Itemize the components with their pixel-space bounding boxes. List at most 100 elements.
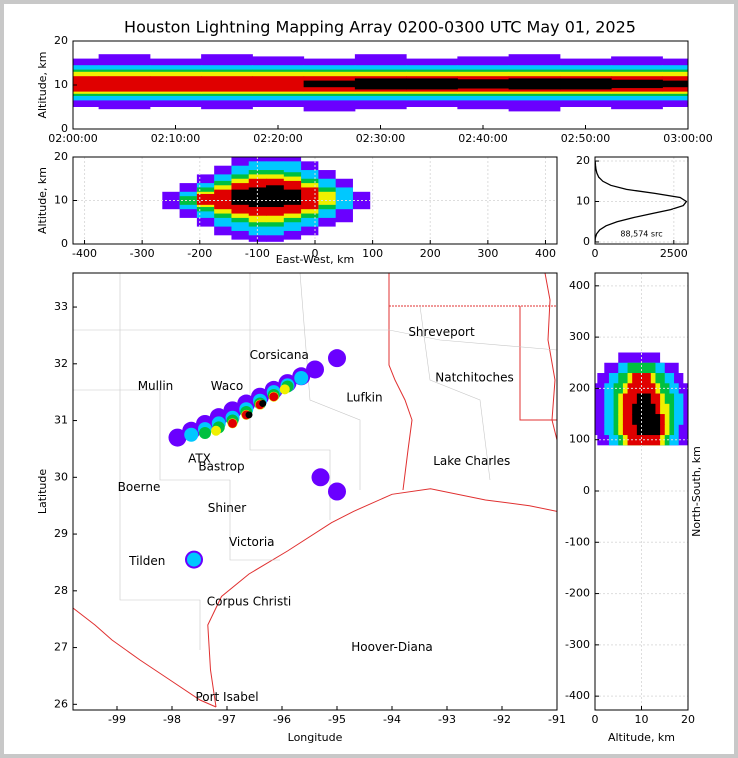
map-borders xyxy=(73,273,557,708)
x-tick-label: 200 xyxy=(420,247,441,260)
density-band xyxy=(559,78,612,90)
x-tick-label: 0 xyxy=(592,713,599,726)
density-band xyxy=(636,393,651,405)
panel: -400 -300 -200 -100 0 100 200 300 400 0 10 20 East-W… xyxy=(36,150,558,266)
city-label: Mullin xyxy=(138,379,174,393)
density-band xyxy=(303,80,356,88)
profile-line xyxy=(595,160,688,243)
x-tick-label: 300 xyxy=(477,247,498,260)
river-border xyxy=(544,273,557,441)
density-band xyxy=(618,352,661,364)
panel: -99 -98 -97 -96 -95 -94 -93 -92 -91 26 27 28 29 30 31 3… xyxy=(36,272,566,744)
x-tick-label: 02:20:00 xyxy=(253,132,302,145)
density-band xyxy=(335,187,353,210)
county-lines xyxy=(419,305,491,481)
y-tick-label: 10 xyxy=(54,78,68,91)
city-label: Shiner xyxy=(208,501,247,515)
y-tick-label: 20 xyxy=(54,150,68,163)
city-label: ATX xyxy=(188,452,211,466)
x-tick-label: -98 xyxy=(163,713,181,726)
lightning-source xyxy=(259,400,267,408)
density-band xyxy=(627,362,656,374)
x-tick-label: 02:30:00 xyxy=(356,132,405,145)
y-tick-label: 200 xyxy=(569,381,590,394)
state-border xyxy=(519,306,557,421)
y-tick-label: -400 xyxy=(565,689,590,702)
axes-frame xyxy=(594,156,689,245)
plot-area xyxy=(595,160,688,243)
panel: 0 2500 0 10 20 88,574 src xyxy=(576,154,689,260)
y-tick-label: 29 xyxy=(54,527,68,540)
x-tick-label: -91 xyxy=(548,713,566,726)
lightning-source xyxy=(228,418,237,428)
y-tick-label: 32 xyxy=(54,357,68,370)
density-band xyxy=(201,76,253,92)
city-label: Port Isabel xyxy=(195,690,258,704)
density-band xyxy=(252,76,305,92)
lightning-source xyxy=(245,411,253,419)
density-band xyxy=(179,196,198,205)
plot-area xyxy=(73,54,688,112)
y-tick-label: 28 xyxy=(54,584,68,597)
x-axis-label: East-West, km xyxy=(276,253,354,266)
density-band xyxy=(508,78,561,90)
county-lines xyxy=(73,389,280,561)
density-band xyxy=(632,403,656,415)
density-band xyxy=(632,414,661,425)
x-tick-label: 02:40:00 xyxy=(458,132,507,145)
plot-area xyxy=(162,157,371,242)
density-band xyxy=(196,193,215,205)
county-lines xyxy=(73,329,557,351)
y-tick-label: 26 xyxy=(54,697,68,710)
x-tick-label: -97 xyxy=(218,713,236,726)
county-lines xyxy=(249,273,331,520)
x-tick-label: 2500 xyxy=(660,247,688,260)
density-band xyxy=(73,76,100,92)
panel: 02:00:00 02:10:00 02:20:00 02:30:00 02:40:00… xyxy=(36,34,713,145)
y-tick-label: 27 xyxy=(54,641,68,654)
city-label: Corsicana xyxy=(250,348,309,362)
x-tick-label: -93 xyxy=(438,713,456,726)
lightning-source xyxy=(199,427,211,440)
county-lines xyxy=(119,273,201,650)
figure-title: Houston Lightning Mapping Array 0200-030… xyxy=(124,18,636,37)
y-tick-label: 20 xyxy=(576,154,590,167)
city-label: Corpus Christi xyxy=(207,595,292,609)
axes-frame xyxy=(594,272,689,711)
x-tick-label: -96 xyxy=(273,713,291,726)
x-tick-label: -300 xyxy=(130,247,155,260)
city-label: Hoover-Diana xyxy=(351,640,433,654)
density-band xyxy=(627,383,656,395)
y-tick-label: 100 xyxy=(569,433,590,446)
y-tick-label: 300 xyxy=(569,330,590,343)
density-band xyxy=(406,78,458,90)
y-tick-label: 10 xyxy=(54,194,68,207)
y-tick-label: -200 xyxy=(565,587,590,600)
density-band xyxy=(300,187,319,210)
axes-frame xyxy=(72,40,689,130)
x-tick-label: -200 xyxy=(187,247,212,260)
density-band xyxy=(231,189,250,205)
density-band xyxy=(162,191,181,210)
lightning-source xyxy=(294,370,309,385)
city-label: Lake Charles xyxy=(433,454,510,468)
city-label: Tilden xyxy=(128,554,165,568)
x-tick-label: -400 xyxy=(72,247,97,260)
city-label: Waco xyxy=(211,379,243,393)
lightning-source xyxy=(328,482,346,501)
y-tick-label: -100 xyxy=(565,535,590,548)
density-band xyxy=(457,79,510,89)
lightning-source xyxy=(279,384,290,395)
y-axis-label: Altitude, km xyxy=(36,167,49,234)
x-tick-label: 10 xyxy=(635,713,649,726)
axes-frame xyxy=(72,272,558,711)
lightning-source xyxy=(306,360,324,379)
annotation: 88,574 src xyxy=(620,230,662,239)
city-label: Bastrop xyxy=(198,460,244,474)
density-band xyxy=(662,80,688,88)
x-tick-label: 0 xyxy=(312,247,319,260)
density-band xyxy=(266,185,284,208)
lightning-source xyxy=(168,428,187,447)
y-axis-label: North-South, km xyxy=(690,446,703,537)
